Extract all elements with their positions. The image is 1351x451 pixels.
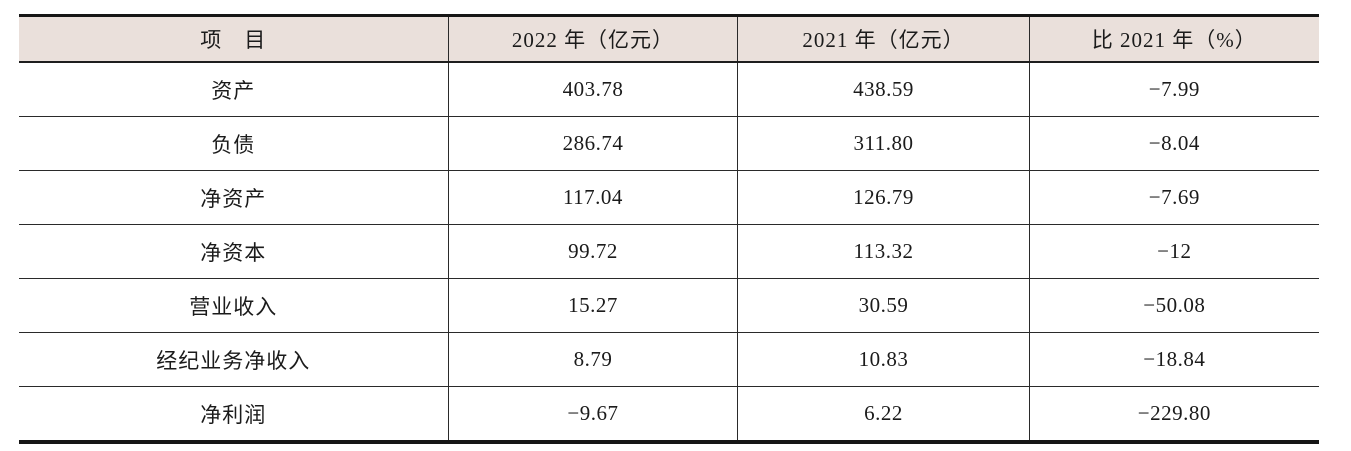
cell-2021: 30.59 [737,278,1030,333]
cell-2022: 403.78 [447,62,738,117]
cell-2022: 15.27 [447,278,738,333]
cell-2021: 438.59 [737,62,1030,117]
cell-item: 净资产 [19,170,448,225]
cell-2022: 99.72 [447,224,738,279]
cell-pct: −7.99 [1028,62,1319,117]
cell-2022: 8.79 [447,332,738,387]
cell-item: 营业收入 [19,278,448,333]
cell-2021: 126.79 [737,170,1030,225]
header-row: 项 目 2022 年（亿元） 2021 年（亿元） 比 2021 年（%） [19,15,1319,63]
cell-2022: 286.74 [447,116,738,171]
column-header-2021: 2021 年（亿元） [737,15,1030,63]
cell-pct: −8.04 [1028,116,1319,171]
column-header-pct: 比 2021 年（%） [1028,15,1319,63]
table-row-net-capital: 净资本 99.72 113.32 −12 [19,224,1319,279]
cell-pct: −229.80 [1028,386,1319,443]
cell-2021: 113.32 [737,224,1030,279]
column-header-2022: 2022 年（亿元） [447,15,738,63]
cell-2021: 10.83 [737,332,1030,387]
cell-item: 经纪业务净收入 [19,332,448,387]
table-row-operating-revenue: 营业收入 15.27 30.59 −50.08 [19,278,1319,333]
cell-2021: 6.22 [737,386,1030,443]
table-body: 资产 403.78 438.59 −7.99 负债 286.74 311.80 … [19,62,1319,443]
cell-pct: −12 [1028,224,1319,279]
column-header-item: 项 目 [19,15,448,63]
cell-pct: −50.08 [1028,278,1319,333]
cell-item: 资产 [19,62,448,117]
cell-pct: −18.84 [1028,332,1319,387]
cell-2021: 311.80 [737,116,1030,171]
cell-item: 净利润 [19,386,448,443]
cell-item: 净资本 [19,224,448,279]
table-row-assets: 资产 403.78 438.59 −7.99 [19,62,1319,117]
table-row-net-assets: 净资产 117.04 126.79 −7.69 [19,170,1319,225]
table-header: 项 目 2022 年（亿元） 2021 年（亿元） 比 2021 年（%） [19,15,1319,63]
cell-pct: −7.69 [1028,170,1319,225]
cell-2022: −9.67 [447,386,738,443]
cell-item: 负债 [19,116,448,171]
cell-2022: 117.04 [447,170,738,225]
table-row-liabilities: 负债 286.74 311.80 −8.04 [19,116,1319,171]
table-row-brokerage-net-income: 经纪业务净收入 8.79 10.83 −18.84 [19,332,1319,387]
table-row-net-profit: 净利润 −9.67 6.22 −229.80 [19,386,1319,443]
financial-comparison-table: 项 目 2022 年（亿元） 2021 年（亿元） 比 2021 年（%） 资产… [19,14,1319,444]
